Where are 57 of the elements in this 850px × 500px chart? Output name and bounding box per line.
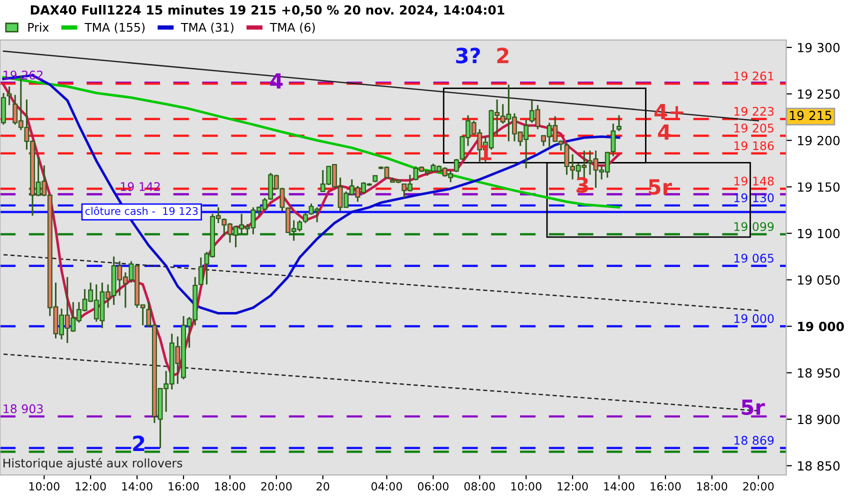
x-tick-label: 12:00	[76, 482, 106, 491]
annotation: 2	[133, 436, 144, 452]
annotation: 5r	[742, 400, 765, 416]
ref-line-label: 18 903	[4, 404, 43, 414]
x-tick-label: 20	[316, 482, 330, 491]
annotation: 4	[270, 73, 283, 89]
x-tick-label: 14:00	[122, 482, 152, 491]
y-tick-label: 18 850	[798, 461, 840, 471]
annotation: 2	[497, 48, 508, 64]
ref-line-label: 19 205	[734, 124, 774, 133]
x-tick-label: 10:00	[29, 482, 60, 491]
legend-label: TMA (6)	[270, 22, 315, 34]
y-tick-label: 19 200	[798, 136, 840, 146]
y-tick-label: 19 150	[798, 182, 840, 192]
candlestick	[610, 122, 616, 157]
x-tick-label: 18:00	[697, 482, 728, 491]
legend-label: TMA (155)	[84, 22, 145, 34]
ref-line-label: 19 148	[734, 176, 774, 186]
annotation: 3?	[456, 48, 480, 64]
x-tick-label: 08:00	[464, 482, 495, 491]
annotation: 4	[658, 124, 671, 140]
x-tick-label: 06:00	[418, 482, 448, 491]
x-tick-label: 04:00	[371, 482, 402, 491]
y-tick-label: 18 950	[798, 368, 840, 378]
y-tick-label: 19 050	[798, 275, 840, 285]
annotation: Historique ajusté aux rollovers	[4, 458, 182, 470]
text: 19 215	[790, 110, 832, 120]
chart-title: DAX40 Full1224 15 minutes 19 215 +0,50 % 20 nov. 2024, 14:04:01	[30, 5, 504, 16]
legend-label: TMA (31)	[180, 22, 234, 34]
candlestick	[454, 158, 459, 173]
ref-line-label: 18 869	[734, 436, 774, 445]
candlestick	[616, 114, 622, 132]
ref-line-label: 19 065	[734, 254, 774, 263]
candlestick	[198, 256, 204, 286]
x-tick-label: 12:00	[558, 482, 588, 491]
x-tick-label: 20:00	[261, 482, 292, 491]
y-tick-label: 19 100	[798, 228, 840, 238]
y-tick-label: 19 000	[798, 322, 844, 332]
x-tick-label: 16:00	[168, 482, 199, 491]
ref-line-label: 19 186	[734, 141, 774, 150]
x-tick-label: 14:00	[604, 482, 634, 491]
ref-line-label: 19 099	[734, 222, 774, 232]
x-tick-label: 10:00	[511, 482, 542, 491]
candlestick	[6, 86, 12, 106]
ref-line-label: 19 261	[734, 72, 774, 80]
x-tick-label: 16:00	[650, 482, 681, 491]
ref-line-label: 19 000	[734, 314, 774, 324]
y-tick-label: 18 900	[798, 414, 840, 424]
ref-line-label: 19 130	[734, 193, 774, 202]
y-tick-label: 19 250	[798, 89, 840, 99]
legend-label: Prix	[28, 22, 49, 32]
ref-line-label: 19 223	[734, 106, 774, 116]
annotation: 5r	[648, 179, 672, 195]
x-tick-label: 20:00	[743, 482, 774, 491]
y-tick-label: 19 300	[798, 42, 840, 52]
ref-line-label: clôture cash - 19 123	[85, 206, 198, 215]
x-tick-label: 18:00	[215, 482, 246, 491]
